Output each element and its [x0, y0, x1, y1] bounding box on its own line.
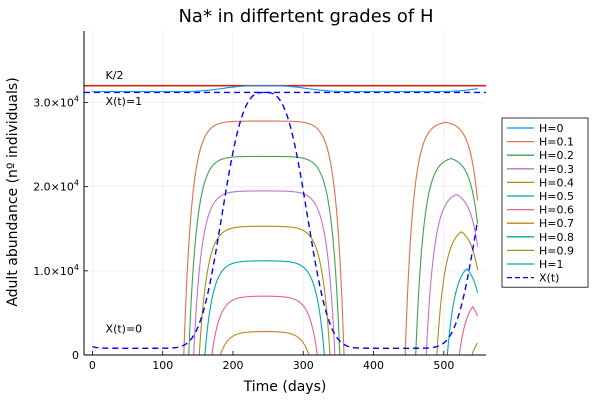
y-tick-label: 3.0×104: [33, 95, 79, 110]
annotation-label: X(t)=0: [106, 322, 143, 335]
legend-box: [501, 117, 589, 288]
legend-entry: H=0.6: [539, 204, 574, 217]
series-line: [183, 120, 486, 355]
series-line: [211, 295, 486, 355]
x-tick-label: 500: [433, 359, 454, 372]
legend-entry: X(t): [539, 272, 559, 285]
y-tick-label-exponent: 4: [74, 95, 79, 104]
x-tick-label: 200: [222, 359, 243, 372]
series-line: [193, 190, 486, 355]
y-tick-label: 2.0×104: [33, 179, 79, 194]
legend-entry: H=1: [539, 258, 564, 271]
grid: [84, 31, 486, 356]
y-axis-label: Adult abundance (nº individuals): [5, 77, 21, 306]
curves: [84, 84, 486, 355]
legend-entry: H=0.9: [539, 244, 574, 257]
chart-title: Na* in differtent grades of H: [178, 6, 433, 27]
series-line: [204, 260, 486, 355]
y-tick-label: 0: [72, 349, 79, 362]
legend-entry: H=0.7: [539, 217, 574, 230]
series-line: [92, 85, 478, 93]
legend-entry: H=0.2: [539, 149, 574, 162]
annotation-label: K/2: [106, 69, 124, 82]
series-line: [188, 155, 486, 355]
series-line: [219, 330, 486, 355]
plot-area: [84, 84, 486, 355]
x-tick-label: 300: [293, 359, 314, 372]
y-tick-label-base: 2.0×10: [33, 181, 74, 194]
legend-entry: H=0: [539, 122, 564, 135]
y-tick-label-exponent: 4: [74, 263, 79, 272]
y-tick-label: 1.0×104: [33, 263, 79, 278]
x-tick-label: 0: [89, 359, 96, 372]
series-line: [92, 91, 479, 349]
annotation-label: X(t)=1: [106, 95, 143, 108]
x-tick-label: 100: [152, 359, 173, 372]
y-tick-label-base: 1.0×10: [33, 265, 74, 278]
x-axis-label: Time (days): [243, 379, 327, 395]
y-tick-label-base: 0: [72, 349, 79, 362]
legend-entry: H=0.8: [539, 231, 574, 244]
legend: H=0H=0.1H=0.2H=0.3H=0.4H=0.5H=0.6H=0.7H=…: [501, 117, 589, 288]
legend-entry: H=0.5: [539, 190, 574, 203]
legend-entry: H=0.1: [539, 136, 574, 149]
annotations: K/2 X(t)=1 X(t)=0: [106, 69, 143, 335]
x-tick-label: 400: [363, 359, 384, 372]
series-line: [198, 225, 486, 355]
y-tick-label-base: 3.0×10: [33, 97, 74, 110]
legend-entry: H=0.3: [539, 163, 574, 176]
legend-entry: H=0.4: [539, 176, 574, 189]
y-tick-label-exponent: 4: [74, 179, 79, 188]
